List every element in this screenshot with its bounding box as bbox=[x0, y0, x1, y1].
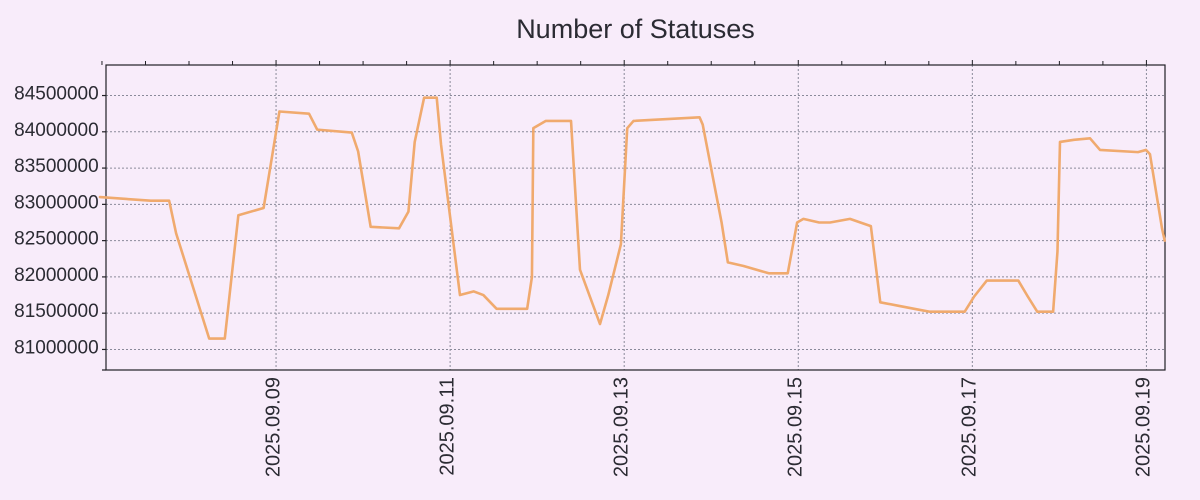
svg-text:84000000: 84000000 bbox=[14, 120, 99, 141]
svg-text:2025.09.15: 2025.09.15 bbox=[785, 377, 807, 477]
svg-text:83500000: 83500000 bbox=[14, 156, 99, 177]
svg-text:2025.09.17: 2025.09.17 bbox=[959, 377, 981, 477]
svg-text:2025.09.19: 2025.09.19 bbox=[1133, 377, 1155, 477]
svg-text:2025.09.09: 2025.09.09 bbox=[263, 377, 285, 477]
svg-text:81000000: 81000000 bbox=[14, 338, 99, 359]
svg-text:2025.09.11: 2025.09.11 bbox=[437, 377, 459, 476]
svg-text:82500000: 82500000 bbox=[14, 229, 99, 250]
svg-text:84500000: 84500000 bbox=[14, 84, 99, 105]
svg-text:83000000: 83000000 bbox=[14, 192, 99, 213]
svg-text:2025.09.13: 2025.09.13 bbox=[611, 377, 633, 477]
svg-text:82000000: 82000000 bbox=[14, 265, 99, 286]
svg-text:81500000: 81500000 bbox=[14, 301, 99, 322]
